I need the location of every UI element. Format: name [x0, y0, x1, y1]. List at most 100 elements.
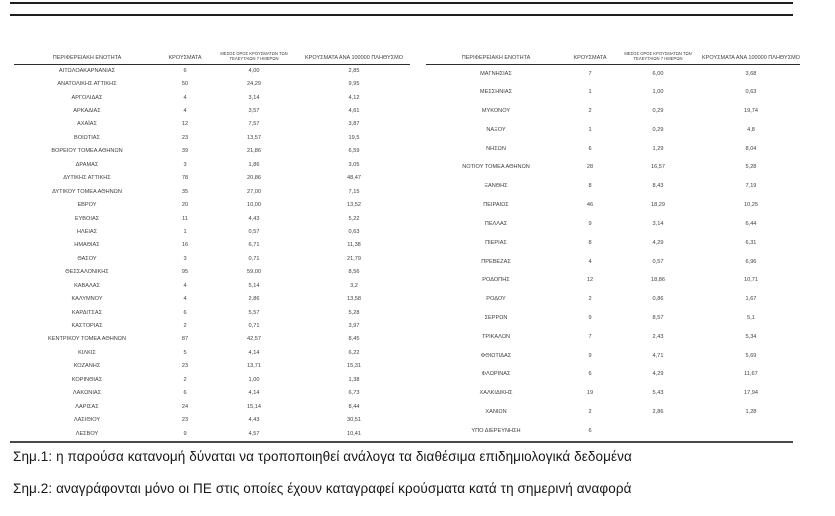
table-row: ΛΕΣΒΟΥ 9 4,57 10,41 — [14, 427, 410, 440]
header-avg7: ΜΕΣΟΣ ΟΡΟΣ ΚΡΟΥΣΜΑΤΩΝ ΤΩΝ ΤΕΛΕΥΤΑΙΩΝ 7 Η… — [210, 47, 298, 65]
per100k-cell: 3,97 — [348, 323, 360, 330]
cases-cell: 4 — [183, 296, 187, 303]
per100k-cell: 6,73 — [348, 390, 360, 397]
table-row: ΠΡΕΒΕΖΑΣ 4 0,57 6,96 — [426, 252, 800, 271]
per100k-cell: 9,95 — [348, 81, 360, 88]
header-per100k: ΚΡΟΥΣΜΑΤΑ ΑΝΑ 100000 ΠΛΗΘΥΣΜΟ — [298, 47, 410, 65]
per100k-cell: 5,69 — [745, 352, 757, 359]
table-row: ΠΕΙΡΑΙΩΣ 46 18,29 10,25 — [426, 196, 800, 215]
region-name-cell: ΘΕΣΣΑΛΟΝΙΚΗΣ — [65, 269, 109, 276]
per100k-cell: 8,44 — [348, 403, 360, 410]
region-name-cell: ΑΝΑΤΟΛΙΚΗΣ ΑΤΤΙΚΗΣ — [57, 81, 117, 88]
cases-cell: 12 — [181, 121, 189, 128]
per100k-cell: 2,85 — [348, 67, 360, 74]
table-bottom-border — [10, 441, 793, 444]
region-name-cell: ΚΟΡΙΝΘΙΑΣ — [71, 376, 103, 383]
header-cases: ΚΡΟΥΣΜΑΤΑ — [160, 47, 210, 65]
cases-cell: 9 — [588, 220, 592, 227]
table-row: ΚΟΡΙΝΘΙΑΣ 2 1,00 1,38 — [14, 373, 410, 386]
cases-cell: 19 — [586, 390, 594, 397]
per100k-cell: 3,68 — [745, 70, 757, 77]
cases-cell: 9 — [183, 430, 187, 437]
cases-cell: 20 — [181, 202, 189, 209]
per100k-cell: 3,05 — [348, 161, 360, 168]
avg7-cell: 1,00 — [652, 89, 664, 96]
per100k-cell: 10,71 — [743, 277, 758, 284]
avg7-cell: 4,00 — [248, 67, 260, 74]
table-row: ΘΕΣΣΑΛΟΝΙΚΗΣ 95 59,00 8,56 — [14, 266, 410, 279]
region-name-cell: ΚΑΛΥΜΝΟΥ — [71, 296, 103, 303]
table-row: ΕΒΡΟΥ 20 10,00 13,52 — [14, 198, 410, 211]
table-row: ΛΑΡΙΣΑΣ 24 15,14 8,44 — [14, 400, 410, 413]
avg7-cell: 10,00 — [247, 202, 261, 209]
table-row: ΜΑΓΝΗΣΙΑΣ 7 6,00 3,68 — [426, 64, 800, 83]
avg7-cell: 16,57 — [651, 164, 665, 171]
avg7-cell: 4,57 — [248, 430, 260, 437]
cases-cell: 4 — [183, 94, 187, 101]
avg7-cell: 21,86 — [247, 148, 261, 155]
per100k-cell: 8,45 — [348, 336, 360, 343]
cases-cell: 16 — [181, 242, 189, 249]
region-name-cell: ΒΟΡΕΙΟΥ ΤΟΜΕΑ ΑΘΗΝΩΝ — [51, 148, 123, 155]
cases-cell: 9 — [588, 352, 592, 359]
region-name-cell: ΕΥΒΟΙΑΣ — [74, 215, 100, 222]
table-row: ΠΕΛΛΑΣ 9 3,14 6,44 — [426, 215, 800, 234]
table-row: ΑΡΓΟΛΙΔΑΣ 4 3,14 4,12 — [14, 91, 410, 104]
avg7-cell: 0,71 — [248, 323, 260, 330]
region-name-cell: ΔΡΑΜΑΣ — [75, 161, 99, 168]
avg7-cell: 1,86 — [248, 161, 260, 168]
header-avg7-line2: ΤΕΛΕΥΤΑΙΩΝ 7 ΗΜΕΡΩΝ — [229, 55, 279, 61]
table-row: ΝΟΤΙΟΥ ΤΟΜΕΑ ΑΘΗΝΩΝ 28 16,57 5,28 — [426, 158, 800, 177]
table-row: ΒΟΙΩΤΙΑΣ 23 13,57 19,5 — [14, 131, 410, 144]
avg7-cell: 24,29 — [247, 81, 261, 88]
region-name-cell: ΚΑΣΤΟΡΙΑΣ — [71, 323, 103, 330]
avg7-cell: 2,86 — [652, 409, 664, 416]
cases-cell: 4 — [588, 258, 592, 265]
table-row: ΧΑΝΙΩΝ 2 2,86 1,28 — [426, 403, 800, 422]
avg7-cell: 5,57 — [248, 309, 260, 316]
avg7-cell: 8,43 — [652, 183, 664, 190]
table-row: ΑΝΑΤΟΛΙΚΗΣ ΑΤΤΙΚΗΣ 50 24,29 9,95 — [14, 77, 410, 90]
header-avg7-line1: ΜΕΣΟΣ ΟΡΟΣ ΚΡΟΥΣΜΑΤΩΝ ΤΩΝ — [624, 50, 692, 56]
region-name-cell: ΛΑΡΙΣΑΣ — [75, 403, 99, 410]
per100k-cell: 4,12 — [348, 94, 360, 101]
cases-cell: 6 — [588, 427, 592, 434]
avg7-cell: 8,57 — [652, 314, 664, 321]
region-name-cell: ΠΡΕΒΕΖΑΣ — [481, 258, 511, 265]
per100k-cell: 11,38 — [347, 242, 361, 249]
region-name-cell: ΤΡΙΚΑΛΩΝ — [481, 333, 511, 340]
per100k-cell: 19,5 — [348, 134, 360, 141]
cases-cell: 1 — [183, 228, 187, 235]
table-row: ΣΕΡΡΩΝ 9 8,57 5,1 — [426, 309, 800, 328]
top-divider-line — [10, 2, 793, 4]
per100k-cell — [702, 421, 800, 440]
region-name-cell: ΜΥΚΟΝΟΥ — [481, 108, 511, 115]
avg7-cell: 15,14 — [247, 403, 261, 410]
region-name-cell: ΠΕΙΡΑΙΩΣ — [483, 202, 509, 209]
avg7-cell: 18,86 — [651, 277, 665, 284]
per100k-cell: 6,96 — [745, 258, 757, 265]
region-name-cell: ΧΑΛΚΙΔΙΚΗΣ — [479, 390, 513, 397]
header-region: ΠΕΡΙΦΕΡΕΙΑΚΗ ΕΝΟΤΗΤΑ — [14, 47, 160, 65]
cases-table-left: ΠΕΡΙΦΕΡΕΙΑΚΗ ΕΝΟΤΗΤΑ ΚΡΟΥΣΜΑΤΑ ΜΕΣΟΣ ΟΡΟ… — [14, 47, 410, 440]
region-name-cell: ΡΟΔΟΠΗΣ — [482, 277, 510, 284]
region-name-cell: ΞΑΝΘΗΣ — [484, 183, 508, 190]
per100k-cell: 6,22 — [348, 349, 360, 356]
cases-cell: 8 — [588, 239, 592, 246]
table-row: ΔΥΤΙΚΟΥ ΤΟΜΕΑ ΑΘΗΝΩΝ 35 27,00 7,15 — [14, 185, 410, 198]
per100k-cell: 19,74 — [743, 108, 758, 115]
per100k-cell: 15,31 — [347, 363, 361, 370]
table-row: ΡΟΔΟΠΗΣ 12 18,86 10,71 — [426, 271, 800, 290]
per100k-cell: 10,41 — [347, 430, 361, 437]
table-row: ΔΡΑΜΑΣ 3 1,86 3,05 — [14, 158, 410, 171]
per100k-cell: 6,31 — [745, 239, 757, 246]
table-row: ΛΑΚΩΝΙΑΣ 6 4,14 6,73 — [14, 387, 410, 400]
cases-cell: 2 — [588, 108, 592, 115]
region-name-cell: ΚΙΛΚΙΣ — [78, 349, 96, 356]
table-row: ΤΡΙΚΑΛΩΝ 7 2,43 5,34 — [426, 327, 800, 346]
per100k-cell: 3,87 — [348, 121, 360, 128]
table-row: ΠΙΕΡΙΑΣ 8 4,29 6,31 — [426, 233, 800, 252]
per100k-cell: 6,44 — [745, 220, 757, 227]
per100k-cell: 5,28 — [348, 309, 360, 316]
per100k-cell: 5,34 — [745, 333, 757, 340]
